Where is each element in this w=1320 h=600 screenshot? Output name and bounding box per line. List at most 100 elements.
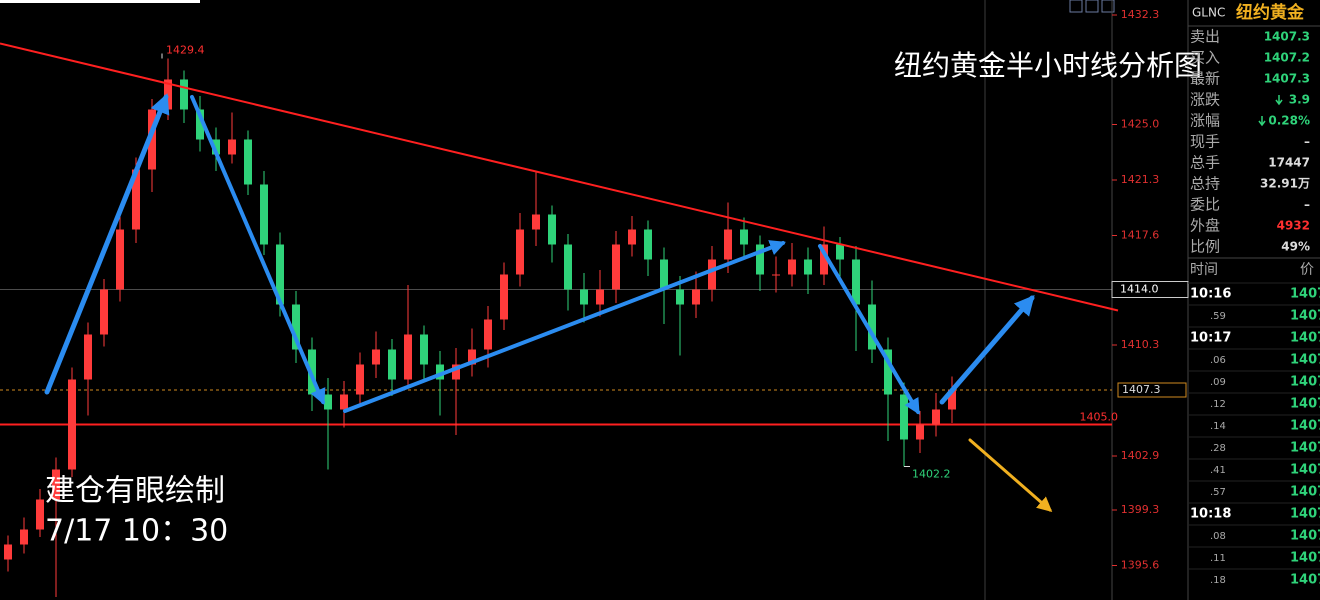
candle-body xyxy=(500,274,508,320)
tick-price: 1407 xyxy=(1290,573,1320,588)
candle-body xyxy=(868,304,876,350)
quote-label: 现手 xyxy=(1190,133,1220,151)
y-tick-label: 1432.3 xyxy=(1121,8,1160,21)
toolbar-icon[interactable] xyxy=(1069,0,1083,13)
tick-price: 1407 xyxy=(1290,331,1320,346)
quote-value: 17447 xyxy=(1268,156,1310,170)
annotation: 建仓有眼绘制 xyxy=(45,474,225,509)
last-price-label: 1407.3 xyxy=(1122,383,1161,396)
candle-body xyxy=(260,184,268,245)
quote-value: 32.91万 xyxy=(1260,177,1310,191)
tick-time: .06 xyxy=(1210,355,1226,366)
candle-body xyxy=(36,499,44,530)
quote-value: 0.28% xyxy=(1268,114,1310,128)
candle-body xyxy=(916,424,924,440)
quote-value: – xyxy=(1304,135,1310,149)
annotation: 7/17 10：30 xyxy=(45,514,228,549)
candle-body xyxy=(564,244,572,290)
quote-label: 卖出 xyxy=(1190,28,1220,46)
quote-label: 最新 xyxy=(1190,70,1220,88)
y-tick-label: 1421.3 xyxy=(1121,173,1160,186)
quote-value: 1407.2 xyxy=(1264,51,1310,65)
candle-body xyxy=(4,544,12,560)
y-tick-label: 1417.6 xyxy=(1121,229,1160,242)
tick-time: .28 xyxy=(1210,443,1226,454)
candle-body xyxy=(692,289,700,305)
tick-time: .41 xyxy=(1210,465,1226,476)
candle-body xyxy=(420,334,428,365)
candle-body xyxy=(100,289,108,335)
top-bar xyxy=(0,0,200,3)
candle-body xyxy=(52,469,60,500)
toolbar-icon[interactable] xyxy=(1085,0,1099,13)
candle-body xyxy=(452,364,460,380)
candle-body xyxy=(356,364,364,395)
last-price-box xyxy=(1117,382,1187,398)
down-arrow xyxy=(1258,116,1266,127)
quote-value: 49% xyxy=(1281,240,1310,254)
tick-price: 1407 xyxy=(1290,551,1320,566)
candle-body xyxy=(180,79,188,110)
candle-body xyxy=(324,394,332,410)
y-tick-label: 1399.3 xyxy=(1121,503,1160,516)
candle-body xyxy=(644,229,652,260)
trend-arrow xyxy=(190,95,326,405)
low-label: 1402.2 xyxy=(912,468,951,481)
candle-body xyxy=(372,349,380,365)
tick-price: 1407 xyxy=(1290,529,1320,544)
quote-label: 总手 xyxy=(1190,154,1220,172)
candle-body xyxy=(148,109,156,170)
tick-price: 1407 xyxy=(1290,353,1320,368)
trend-arrow xyxy=(939,294,1035,405)
candle-body xyxy=(516,229,524,275)
tick-time: 10:16 xyxy=(1190,287,1231,302)
resistance-line xyxy=(0,42,1119,312)
candle-body xyxy=(388,349,396,380)
tick-time: .57 xyxy=(1210,487,1226,498)
tick-price: 1407 xyxy=(1290,463,1320,478)
quote-label: 比例 xyxy=(1190,238,1220,256)
cursor-price-label: 1414.0 xyxy=(1120,283,1159,296)
toolbar-icon[interactable] xyxy=(1101,0,1115,13)
candle-body xyxy=(196,109,204,140)
candle-body xyxy=(724,229,732,260)
candle-body xyxy=(532,214,540,230)
candle-body xyxy=(212,139,220,155)
chart: 1432.3 1425.0 1421.3 1417.6 1410.3 1402.9 1399… xyxy=(0,8,1202,597)
quote-label: 涨幅 xyxy=(1190,112,1220,130)
support-label: 1405.0 xyxy=(1080,411,1119,424)
quote-value: 3.9 xyxy=(1289,93,1310,107)
quote-value: 1407.3 xyxy=(1264,30,1310,44)
forecast-arrow xyxy=(968,438,1053,512)
chart-title: 纽约黄金半小时线分析图 xyxy=(894,49,1202,82)
tick-time: .09 xyxy=(1210,377,1226,388)
candle-body xyxy=(404,334,412,380)
candle-body xyxy=(676,289,684,305)
quote-label: 涨跌 xyxy=(1190,91,1220,109)
trend-arrow xyxy=(44,93,170,395)
tick-price: 1407 xyxy=(1290,441,1320,456)
quote-label: 买入 xyxy=(1190,49,1220,67)
tick-time: .14 xyxy=(1210,421,1226,432)
candle-body xyxy=(612,244,620,290)
quote-value: 1407.3 xyxy=(1264,72,1310,86)
candle-body xyxy=(628,229,636,245)
trend-arrow xyxy=(343,240,786,413)
candle-body xyxy=(20,529,28,545)
down-arrow xyxy=(1275,95,1283,106)
trend-arrow xyxy=(818,244,920,415)
tick-price: 1407 xyxy=(1290,507,1320,522)
candle-body xyxy=(484,319,492,350)
y-tick-label: 1425.0 xyxy=(1121,118,1160,131)
ticks-header: 价 xyxy=(1300,262,1314,278)
quote-value: – xyxy=(1304,198,1310,212)
candle-body xyxy=(276,244,284,305)
tick-time: 10:18 xyxy=(1190,507,1231,522)
y-tick-label: 1410.3 xyxy=(1121,338,1160,351)
candle-body xyxy=(708,259,716,290)
candle-body xyxy=(244,139,252,185)
